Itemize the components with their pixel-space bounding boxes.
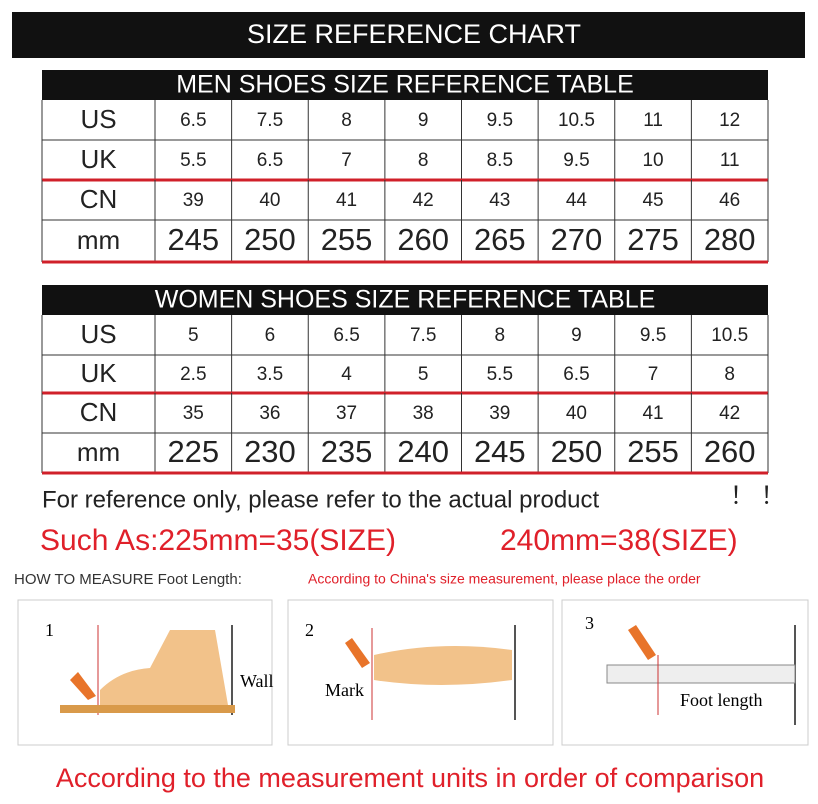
cell: 42 (413, 190, 434, 211)
panel-3: 3 Foot length (561, 599, 809, 746)
step-number: 1 (45, 620, 54, 640)
cell: 40 (566, 403, 587, 424)
cell: 240 (397, 434, 449, 469)
cell: 12 (719, 110, 740, 131)
cell: 40 (259, 190, 280, 211)
step-number: 2 (305, 620, 314, 640)
cell: 42 (719, 403, 740, 424)
cell: 9.5 (640, 325, 666, 346)
header-title: SIZE REFERENCE CHART (247, 19, 581, 49)
cell: 7 (648, 364, 659, 385)
cell: 39 (489, 403, 510, 424)
row-label: UK (80, 358, 117, 388)
cell: 250 (244, 222, 296, 257)
cell: 43 (489, 190, 510, 211)
cell: 260 (397, 222, 449, 257)
cell: 6.5 (563, 364, 589, 385)
row-label: UK (80, 144, 117, 174)
cell: 5.5 (487, 364, 513, 385)
cell: 5 (188, 325, 199, 346)
cell: 7.5 (257, 110, 283, 131)
cell: 37 (336, 403, 357, 424)
note: For reference only, please refer to the … (42, 486, 600, 513)
cell: 255 (627, 434, 679, 469)
cell: 7.5 (410, 325, 436, 346)
step-label: Foot length (680, 690, 763, 710)
cell: 41 (642, 403, 663, 424)
example: Such As:225mm=35(SIZE) (40, 524, 396, 557)
measure-hint: According to China's size measurement, p… (308, 571, 701, 587)
row-label: US (80, 319, 116, 349)
cell: 9 (571, 325, 582, 346)
cell: 2.5 (180, 364, 206, 385)
cell: 9 (418, 110, 429, 131)
row-label: mm (77, 437, 120, 467)
row-label: CN (80, 397, 118, 427)
cell: 225 (167, 434, 219, 469)
cell: 10.5 (711, 325, 748, 346)
row-label: mm (77, 225, 120, 255)
step-label: Mark (325, 680, 364, 700)
cell: 6.5 (180, 110, 206, 131)
table-title: WOMEN SHOES SIZE REFERENCE TABLE (155, 286, 656, 314)
cell: 36 (259, 403, 280, 424)
table-title: MEN SHOES SIZE REFERENCE TABLE (176, 71, 634, 99)
cell: 280 (704, 222, 756, 257)
cell: 38 (413, 403, 434, 424)
cell: 4 (341, 364, 352, 385)
cell: 35 (183, 403, 204, 424)
cell: 6 (265, 325, 276, 346)
cell: 11 (643, 110, 663, 131)
cell: 45 (642, 190, 663, 211)
cell: 255 (321, 222, 373, 257)
header-bar (12, 12, 805, 58)
step-number: 3 (585, 613, 594, 633)
table-title-bar (42, 285, 768, 315)
row-label: US (80, 104, 116, 134)
panel-2: 2 Mark (287, 599, 554, 746)
cell: 5 (418, 364, 429, 385)
cell: 44 (566, 190, 588, 211)
cell: 6.5 (333, 325, 359, 346)
exclaim: ！ ！ (730, 482, 785, 509)
cell: 230 (244, 434, 296, 469)
cell: 8 (724, 364, 735, 385)
tables: MEN SHOES SIZE REFERENCE TABLE US 6.5 7.5 8 9… (41, 70, 769, 475)
cell: 275 (627, 222, 679, 257)
footer: According to the measurement units in or… (56, 763, 764, 793)
cell: 5.5 (180, 150, 206, 171)
cell: 265 (474, 222, 526, 257)
cell: 250 (551, 434, 603, 469)
cell: 235 (321, 434, 373, 469)
example: 240mm=38(SIZE) (500, 524, 738, 557)
cell: 7 (341, 150, 352, 171)
cell: 9.5 (563, 150, 589, 171)
panel-1: 1 Wall (17, 599, 274, 746)
cell: 260 (704, 434, 756, 469)
cell: 3.5 (257, 364, 283, 385)
cell: 8 (418, 150, 429, 171)
cell: 11 (720, 150, 740, 171)
measure-heading: HOW TO MEASURE Foot Length: (14, 571, 242, 588)
cell: 245 (474, 434, 526, 469)
cell: 9.5 (487, 110, 513, 131)
cell: 41 (336, 190, 357, 211)
cell: 46 (719, 190, 740, 211)
cell: 270 (551, 222, 603, 257)
row-label: CN (80, 184, 118, 214)
cell: 39 (183, 190, 204, 211)
table-title-bar (42, 70, 768, 100)
step-label: Wall (240, 671, 274, 691)
cell: 8.5 (487, 150, 513, 171)
cell: 10.5 (558, 110, 595, 131)
cell: 245 (167, 222, 219, 257)
cell: 8 (495, 325, 506, 346)
cell: 10 (642, 150, 663, 171)
cell: 8 (341, 110, 352, 131)
cell: 6.5 (257, 150, 283, 171)
